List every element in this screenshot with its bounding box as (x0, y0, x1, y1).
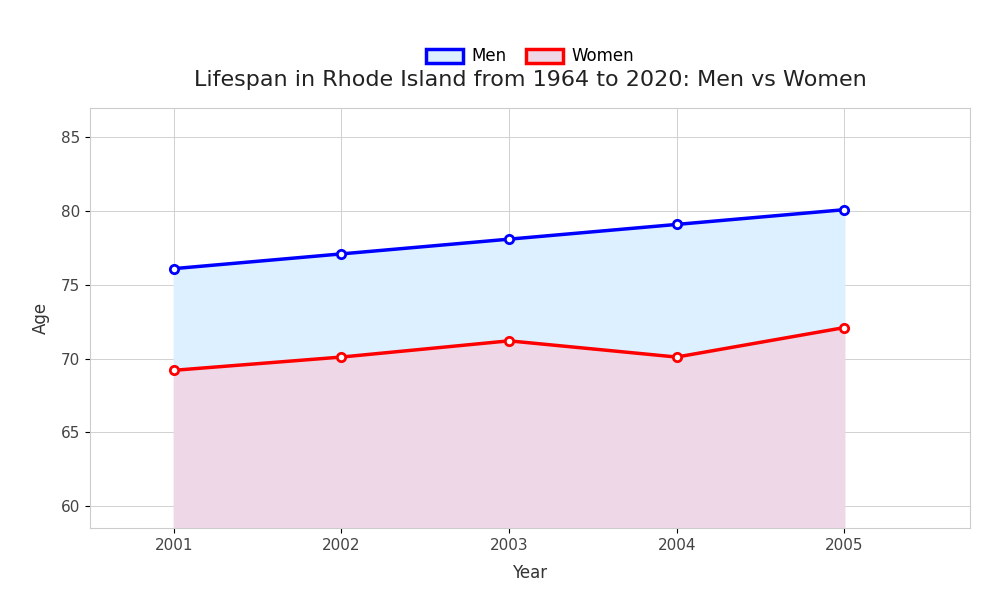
Legend: Men, Women: Men, Women (419, 41, 641, 72)
Title: Lifespan in Rhode Island from 1964 to 2020: Men vs Women: Lifespan in Rhode Island from 1964 to 20… (194, 70, 866, 90)
X-axis label: Year: Year (512, 564, 548, 582)
Y-axis label: Age: Age (32, 302, 50, 334)
